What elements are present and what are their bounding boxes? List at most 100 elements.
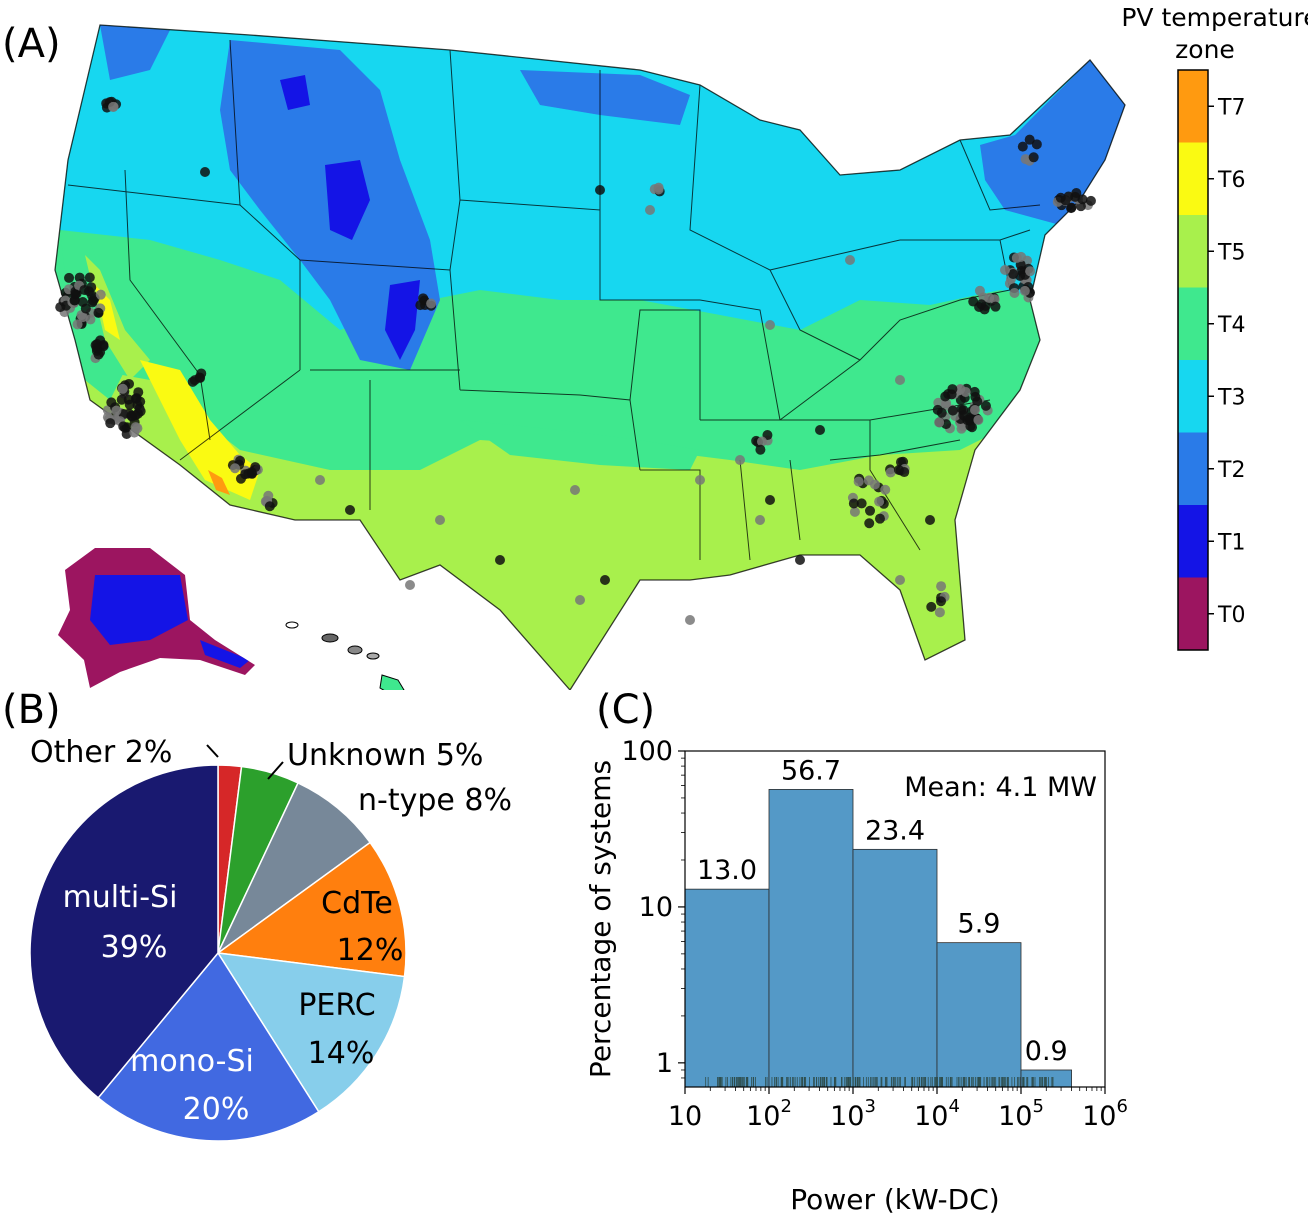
zone-t1-montana: [280, 75, 310, 110]
pie-label-other: Other 2%: [30, 735, 172, 770]
alaska-zone-fill: [58, 548, 255, 688]
pv-site-marker: [645, 205, 655, 215]
hawaii-islands: [285, 621, 405, 690]
pv-site-marker: [1066, 202, 1077, 213]
pv-site-marker: [118, 421, 129, 432]
y-axis-label: Percentage of systems: [588, 760, 617, 1078]
zone-t7-arizona: [208, 470, 230, 495]
pv-site-marker: [976, 299, 987, 310]
x-tick-label: 106: [1082, 1096, 1128, 1132]
colorbar-cell-t4: [1178, 287, 1208, 360]
pv-site-marker: [88, 295, 99, 306]
colorbar-cell-t5: [1178, 215, 1208, 288]
pv-site-marker: [435, 515, 445, 525]
pie-leader-unknown: [267, 761, 284, 780]
colorbar-cell-t0: [1178, 577, 1208, 650]
pv-site-marker: [934, 607, 945, 618]
pv-site-marker: [936, 581, 947, 592]
colorbar-label-t6: T6: [1217, 168, 1245, 193]
pv-site-marker: [575, 595, 585, 605]
pv-site-marker: [934, 417, 945, 428]
histogram-bar-label: 0.9: [1025, 1036, 1068, 1067]
colorbar: PV temperature zone T0 T1 T2 T3 T4 T5 T6 T7: [1121, 3, 1308, 651]
colorbar-cell-t3: [1178, 360, 1208, 433]
pv-site-marker: [970, 405, 980, 415]
pv-site-marker: [1009, 287, 1020, 298]
pv-site-marker: [874, 496, 885, 507]
pie-label-multisi-pct: 39%: [101, 930, 168, 965]
pv-site-marker: [111, 405, 122, 416]
zone-t5-california: [85, 255, 150, 380]
pv-site-marker: [955, 394, 966, 405]
histogram-axes-frame: [684, 750, 1106, 1088]
x-tick-label: 102: [746, 1096, 792, 1132]
colorbar-label-t7: T7: [1217, 95, 1245, 120]
pv-site-marker: [405, 580, 415, 590]
pv-site-marker: [955, 384, 966, 395]
pv-site-marker: [1017, 141, 1028, 152]
pv-site-marker: [495, 555, 505, 565]
pie-label-cdte: CdTe: [321, 886, 393, 921]
pv-site-marker: [133, 387, 144, 398]
pie-slice-perc: [216, 952, 406, 1113]
pv-site-marker: [108, 101, 119, 112]
us-zone-fill: [55, 25, 1125, 690]
zone-t4-texas-band: [460, 420, 700, 470]
panel-label-c: (C): [596, 687, 656, 733]
pv-site-markers: [55, 96, 1096, 625]
state-boundaries: [54, 24, 1126, 690]
pv-site-marker: [926, 601, 937, 612]
pv-site-marker: [895, 575, 905, 585]
pie-label-monosi-pct: 20%: [183, 1092, 250, 1127]
colorbar-label-t4: T4: [1217, 313, 1245, 338]
histogram-x-ticks: 10 102 103 104 105 106: [668, 1087, 1128, 1132]
pv-site-marker: [1028, 152, 1039, 163]
y-tick-label: 10: [639, 892, 673, 923]
pv-site-marker: [925, 515, 935, 525]
pv-site-marker: [848, 498, 859, 509]
histogram-bar-label: 5.9: [958, 909, 1001, 940]
pv-site-marker: [685, 615, 695, 625]
pv-site-marker: [264, 501, 275, 512]
pv-site-marker: [117, 383, 128, 394]
pv-site-marker: [92, 339, 103, 350]
pv-site-marker: [815, 425, 825, 435]
colorbar-label-t5: T5: [1217, 240, 1245, 265]
x-tick-label: 103: [830, 1096, 876, 1132]
histogram-bar-label: 56.7: [781, 755, 841, 786]
pie-slices: [29, 764, 407, 1142]
pv-site-marker: [756, 436, 767, 447]
pv-site-marker: [70, 289, 81, 300]
pv-site-marker: [947, 405, 958, 416]
histogram-bars: [684, 789, 1072, 1088]
pie-slice-cdte: [216, 841, 407, 978]
pv-site-marker: [116, 394, 127, 405]
pv-site-marker: [947, 384, 958, 395]
pie-label-multisi: multi-Si: [63, 880, 178, 915]
zone-t2-north-plains: [520, 70, 690, 125]
pv-site-marker: [940, 391, 951, 402]
x-tick-label: 105: [998, 1096, 1044, 1132]
pie-label-monosi: mono-Si: [130, 1044, 254, 1079]
pv-site-marker: [64, 272, 75, 283]
module-technology-pie: Other 2% Unknown 5% n-type 8% CdTe 12% P…: [29, 735, 512, 1142]
pv-site-marker: [72, 319, 83, 330]
pv-site-marker: [765, 320, 775, 330]
x-tick-label: 104: [914, 1096, 960, 1132]
pv-site-marker: [595, 185, 605, 195]
histogram-rug: [705, 1077, 1054, 1087]
pie-label-ntype: n-type 8%: [358, 783, 512, 818]
pv-site-marker: [980, 400, 991, 411]
pv-site-marker: [856, 498, 867, 509]
pv-site-marker: [1071, 188, 1082, 199]
pv-site-marker: [1008, 269, 1019, 280]
pie-slice-mono-si: [97, 951, 320, 1142]
pv-site-marker: [865, 505, 876, 516]
alaska-t1-panhandle: [200, 640, 250, 668]
pv-site-marker: [235, 455, 246, 466]
pv-site-marker: [695, 475, 705, 485]
pv-site-marker: [853, 476, 864, 487]
pv-site-marker: [418, 293, 429, 304]
pie-slice-multi-si: [29, 764, 219, 1099]
pv-site-marker: [874, 513, 885, 524]
